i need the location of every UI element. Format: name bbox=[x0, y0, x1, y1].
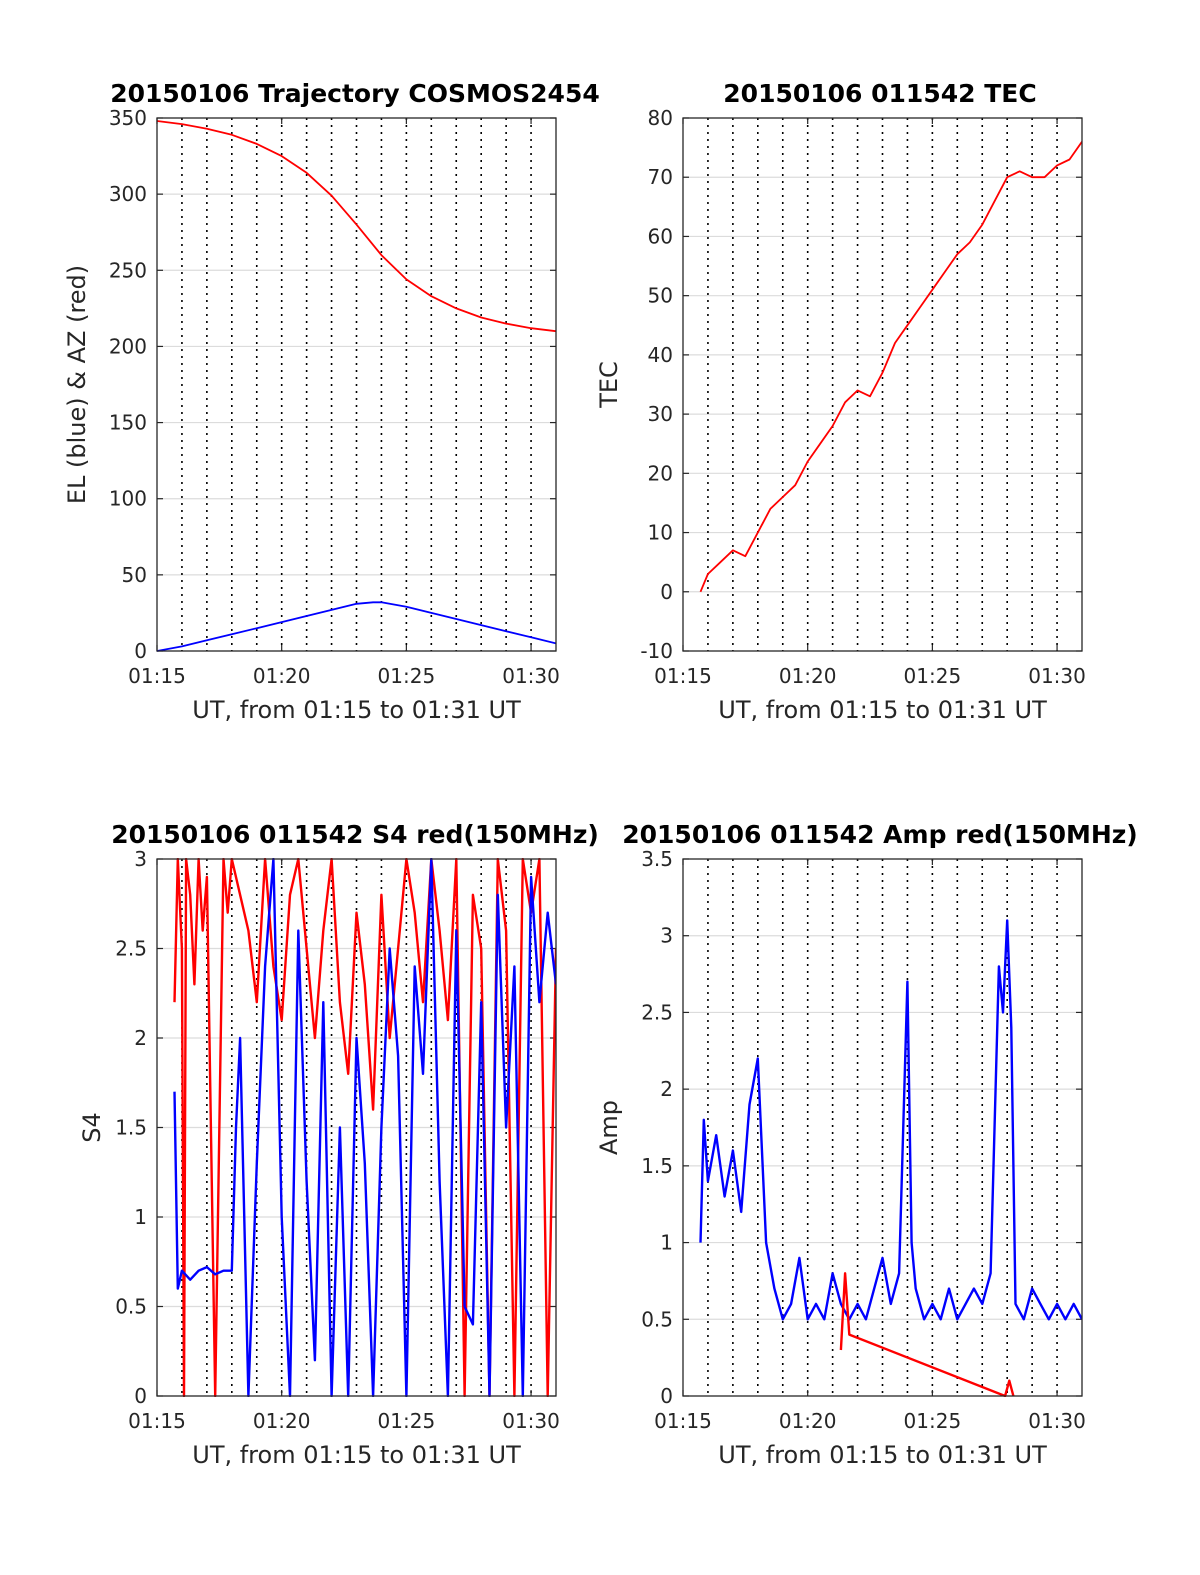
y-tick-label: 0.5 bbox=[641, 1307, 673, 1331]
y-axis-label: S4 bbox=[78, 1112, 106, 1143]
y-tick-label: 1.5 bbox=[115, 1116, 147, 1140]
y-tick-label: 300 bbox=[109, 182, 147, 206]
y-axis-label: EL (blue) & AZ (red) bbox=[63, 265, 91, 504]
x-tick-label: 01:20 bbox=[779, 1409, 837, 1433]
x-axis-label: UT, from 01:15 to 01:31 UT bbox=[718, 1441, 1047, 1469]
series-line-2 bbox=[157, 601, 556, 652]
x-tick-label: 01:30 bbox=[1028, 664, 1086, 688]
x-axis-label: UT, from 01:15 to 01:31 UT bbox=[192, 1441, 521, 1469]
y-tick-label: 1.5 bbox=[641, 1154, 673, 1178]
x-tick-label: 01:15 bbox=[128, 664, 186, 688]
x-tick-label: 01:30 bbox=[1028, 1409, 1086, 1433]
y-tick-label: 2.5 bbox=[115, 937, 147, 961]
x-tick-label: 01:20 bbox=[779, 664, 837, 688]
series-line-1 bbox=[157, 120, 556, 333]
y-tick-label: 250 bbox=[109, 258, 147, 282]
chart-1: 0 50 100 150 200 250 300 350 01:15 01:20 01:25 01:3… bbox=[63, 79, 600, 724]
y-tick-label: 3.5 bbox=[641, 847, 673, 871]
y-tick-label: 10 bbox=[648, 521, 673, 545]
x-tick-label: 01:30 bbox=[502, 664, 560, 688]
x-tick-label: 01:15 bbox=[654, 664, 712, 688]
y-tick-label: 20 bbox=[648, 461, 673, 485]
y-tick-label: 200 bbox=[109, 334, 147, 358]
y-tick-label: 2 bbox=[660, 1077, 673, 1101]
y-tick-label: 80 bbox=[648, 106, 673, 130]
y-tick-label: 50 bbox=[648, 284, 673, 308]
x-tick-label: 01:30 bbox=[502, 1409, 560, 1433]
y-tick-label: 2.5 bbox=[641, 1000, 673, 1024]
plot-frame bbox=[682, 117, 1083, 652]
chart-4: 0 0.5 1 1.5 2 2.5 3 3.5 01:15 01:20 01:25 01:30 2015… bbox=[595, 820, 1138, 1469]
y-tick-label: 30 bbox=[648, 402, 673, 426]
chart-title: 20150106 011542 Amp red(150MHz) bbox=[622, 820, 1138, 849]
plot-frame bbox=[156, 117, 557, 652]
y-tick-label: 40 bbox=[648, 343, 673, 367]
series-line-2 bbox=[839, 1272, 1015, 1397]
x-axis-label: UT, from 01:15 to 01:31 UT bbox=[192, 696, 521, 724]
x-tick-label: 01:15 bbox=[128, 1409, 186, 1433]
x-tick-label: 01:25 bbox=[378, 1409, 436, 1433]
y-axis-label: TEC bbox=[595, 361, 623, 409]
plot-frame bbox=[156, 858, 557, 1397]
chart-title: 20150106 011542 S4 red(150MHz) bbox=[111, 820, 599, 849]
y-tick-label: 0 bbox=[134, 1384, 147, 1408]
y-tick-label: 3 bbox=[134, 847, 147, 871]
plot-frame bbox=[682, 858, 1083, 1397]
y-tick-label: 50 bbox=[122, 563, 147, 587]
y-tick-label: 0 bbox=[660, 580, 673, 604]
y-tick-label: 0.5 bbox=[115, 1295, 147, 1319]
x-tick-label: 01:25 bbox=[904, 664, 962, 688]
chart-title: 20150106 Trajectory COSMOS2454 bbox=[110, 79, 600, 108]
y-tick-label: 60 bbox=[648, 224, 673, 248]
y-tick-label: 0 bbox=[134, 639, 147, 663]
series-line-1 bbox=[699, 141, 1082, 593]
x-tick-label: 01:20 bbox=[253, 664, 311, 688]
y-tick-label: 2 bbox=[134, 1026, 147, 1050]
y-tick-label: 0 bbox=[660, 1384, 673, 1408]
series-line-1 bbox=[699, 919, 1082, 1321]
x-tick-label: 01:25 bbox=[904, 1409, 962, 1433]
y-tick-label: 150 bbox=[109, 411, 147, 435]
y-axis-label: Amp bbox=[595, 1100, 623, 1155]
y-tick-label: 70 bbox=[648, 165, 673, 189]
y-tick-label: 1 bbox=[660, 1231, 673, 1255]
chart-title: 20150106 011542 TEC bbox=[723, 79, 1036, 108]
y-tick-label: -10 bbox=[640, 639, 673, 663]
x-tick-label: 01:25 bbox=[378, 664, 436, 688]
x-tick-label: 01:20 bbox=[253, 1409, 311, 1433]
x-axis-label: UT, from 01:15 to 01:31 UT bbox=[718, 696, 1047, 724]
chart-3: 0 0.5 1 1.5 2 2.5 3 01:15 01:20 01:25 01:30 2015010… bbox=[78, 820, 599, 1469]
y-tick-label: 1 bbox=[134, 1205, 147, 1229]
y-tick-label: 350 bbox=[109, 106, 147, 130]
y-tick-label: 3 bbox=[660, 924, 673, 948]
chart-2: -10 0 10 20 30 40 50 60 70 80 01:15 01:20 01:25 01:30… bbox=[595, 79, 1086, 724]
y-tick-label: 100 bbox=[109, 487, 147, 511]
x-tick-label: 01:15 bbox=[654, 1409, 712, 1433]
